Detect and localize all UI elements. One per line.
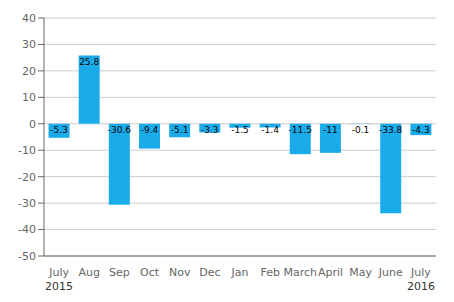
svg-text:-3.3: -3.3: [201, 125, 219, 135]
svg-text:-4.3: -4.3: [412, 125, 430, 135]
svg-text:-9.4: -9.4: [141, 125, 159, 135]
svg-text:2015: 2015: [45, 280, 73, 293]
svg-text:Sep: Sep: [109, 266, 130, 279]
svg-text:May: May: [349, 266, 372, 279]
svg-text:Jan: Jan: [231, 266, 249, 279]
svg-text:Nov: Nov: [169, 266, 191, 279]
svg-text:-11.5: -11.5: [289, 125, 312, 135]
svg-text:0: 0: [29, 118, 36, 131]
svg-text:-5.3: -5.3: [50, 125, 68, 135]
svg-text:-5.1: -5.1: [171, 125, 189, 135]
svg-text:Dec: Dec: [199, 266, 220, 279]
svg-text:-40: -40: [18, 223, 36, 236]
svg-text:2016: 2016: [407, 280, 435, 293]
svg-text:-1.4: -1.4: [261, 125, 279, 135]
svg-text:June: June: [378, 266, 403, 279]
svg-text:40: 40: [22, 12, 36, 25]
svg-text:-0.1: -0.1: [352, 125, 370, 135]
svg-text:March: March: [284, 266, 318, 279]
svg-text:-10: -10: [18, 144, 36, 157]
svg-text:-50: -50: [18, 250, 36, 263]
svg-text:-30.6: -30.6: [108, 125, 132, 135]
svg-text:April: April: [318, 266, 343, 279]
svg-text:-20: -20: [18, 171, 36, 184]
svg-text:-11: -11: [323, 125, 338, 135]
svg-text:July: July: [410, 266, 431, 279]
svg-text:Oct: Oct: [140, 266, 160, 279]
svg-text:10: 10: [22, 91, 36, 104]
svg-text:-30: -30: [18, 197, 36, 210]
svg-text:-33.8: -33.8: [379, 125, 403, 135]
svg-text:Feb: Feb: [260, 266, 279, 279]
svg-text:July: July: [48, 266, 69, 279]
svg-text:-1.5: -1.5: [231, 125, 249, 135]
svg-text:30: 30: [22, 38, 36, 51]
svg-text:25.8: 25.8: [79, 57, 99, 67]
svg-text:20: 20: [22, 65, 36, 78]
svg-text:Aug: Aug: [78, 266, 99, 279]
